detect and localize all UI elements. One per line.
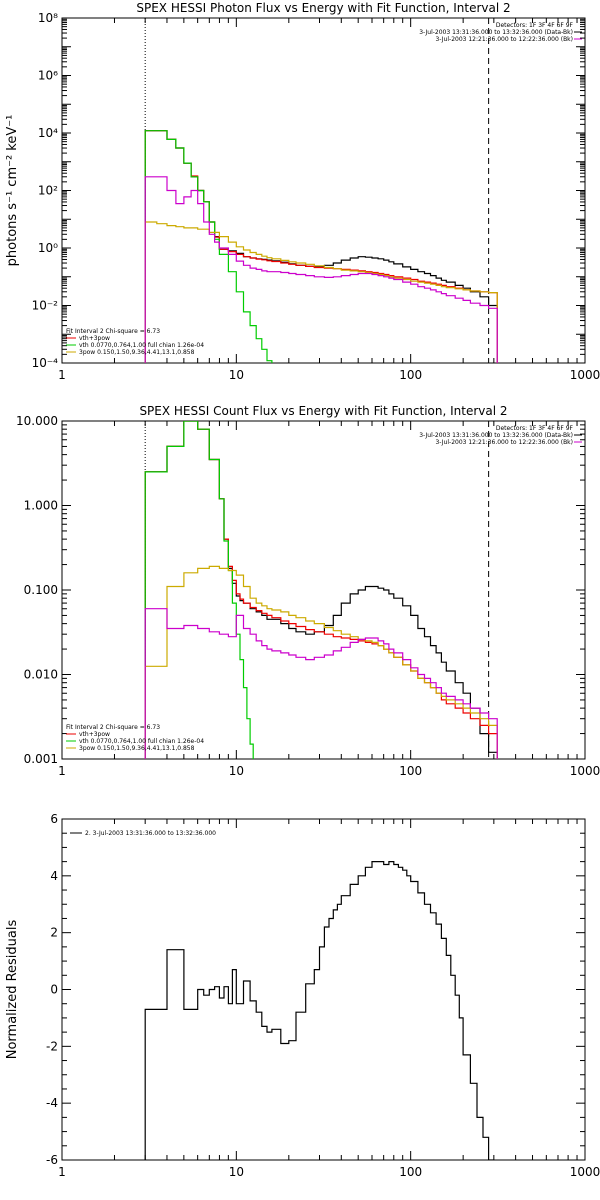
y-tick-label: 10⁰ (38, 241, 58, 255)
series-group (144, 861, 495, 1160)
x-tick-label: 1000 (570, 1165, 600, 1179)
legend-bottom-left-label: vth+3pow (79, 731, 110, 738)
series-line-0 (144, 861, 495, 1160)
legend-bottom-left-label: vth+3pow (79, 335, 110, 342)
series-line-0 (144, 130, 498, 363)
y-tick-label: 10⁴ (38, 126, 58, 140)
y-axis-label: photons s⁻¹ cm⁻² keV⁻¹ (5, 115, 20, 267)
series-line-3 (144, 565, 498, 759)
x-tick-label: 100 (399, 368, 422, 382)
legend-top-right-label: 3-Jul-2003 12:21:36.000 to 12:22:36.000 … (435, 439, 573, 446)
y-tick-label: -2 (46, 1039, 58, 1053)
y-tick-label: 10.000 (16, 414, 58, 428)
x-tick-label: 1000 (570, 764, 600, 778)
x-tick-label: 100 (399, 1165, 422, 1179)
series-group (144, 421, 498, 759)
y-tick-label: 0 (50, 983, 58, 997)
y-axis-label: Normalized Residuals (5, 920, 20, 1060)
x-tick-label: 1 (58, 1165, 66, 1179)
series-line-1 (144, 130, 498, 363)
plot-frame (61, 818, 586, 1161)
plot-frame (61, 17, 586, 364)
series-line-4 (144, 608, 498, 759)
y-tick-label: 10⁻⁴ (32, 356, 59, 370)
series-line-3 (144, 221, 498, 363)
x-tick-label: 1 (58, 368, 66, 382)
y-tick-label: 10⁻² (32, 299, 59, 313)
y-tick-label: 0.100 (24, 583, 58, 597)
series-line-4 (144, 176, 498, 363)
y-tick-label: 1.000 (24, 499, 58, 513)
series-line-2 (144, 421, 260, 759)
legend-top-right-label: Detectors: 1F 3F 4F 6F 9F (496, 425, 574, 432)
x-tick-label: 10 (229, 764, 244, 778)
series-line-0 (144, 421, 498, 759)
series-line-1 (144, 421, 498, 759)
chart-title: SPEX HESSI Photon Flux vs Energy with Fi… (136, 1, 510, 15)
x-tick-label: 10 (229, 1165, 244, 1179)
legend-bottom-left-label: 3pow 0.150,1.50,9.36,4.41,13.1,0.858 (79, 349, 195, 356)
y-tick-label: 6 (50, 812, 58, 826)
y-tick-label: 10⁶ (38, 69, 58, 83)
x-tick-label: 1 (58, 764, 66, 778)
series-line-2 (144, 130, 291, 363)
x-tick-label: 1000 (570, 368, 600, 382)
y-tick-label: -4 (46, 1096, 58, 1110)
y-tick-label: 0.001 (24, 752, 58, 766)
y-tick-label: 2 (50, 926, 58, 940)
y-tick-label: 10⁸ (38, 11, 58, 25)
series-group (144, 130, 498, 363)
legend-bottom-left-title: Fit Interval 2 Chi-square = 6.73 (66, 328, 160, 335)
legend-bottom-left-title: Fit Interval 2 Chi-square = 6.73 (66, 724, 160, 731)
legend-top-right-label: 3-Jul-2003 12:21:36.000 to 12:22:36.000 … (435, 36, 573, 43)
y-tick-label: -6 (46, 1153, 58, 1167)
x-tick-label: 10 (229, 368, 244, 382)
plot-frame (61, 420, 586, 760)
legend-top-right-label: 3-Jul-2003 13:31:36.000 to 13:32:36.000 … (419, 432, 573, 439)
legend-top-left-label: 2. 3-Jul-2003 13:31:36.000 to 13:32:36.0… (85, 830, 216, 837)
x-tick-label: 100 (399, 764, 422, 778)
y-tick-label: 10² (38, 184, 58, 198)
legend-bottom-left-label: vth 0.0770,0.764,1.00 full chian 1.26e-0… (79, 738, 204, 745)
legend-bottom-left-label: 3pow 0.150,1.50,9.36,4.41,13.1,0.858 (79, 745, 195, 752)
legend-top-right-label: Detectors: 1F 3F 4F 6F 9F (496, 22, 574, 29)
y-tick-label: 4 (50, 869, 58, 883)
legend-bottom-left-label: vth 0.0770,0.764,1.00 full chian 1.26e-0… (79, 342, 204, 349)
y-tick-label: 0.010 (24, 668, 58, 682)
legend-top-right-label: 3-Jul-2003 13:31:36.000 to 13:32:36.000 … (419, 29, 573, 36)
chart-title: SPEX HESSI Count Flux vs Energy with Fit… (139, 404, 507, 418)
